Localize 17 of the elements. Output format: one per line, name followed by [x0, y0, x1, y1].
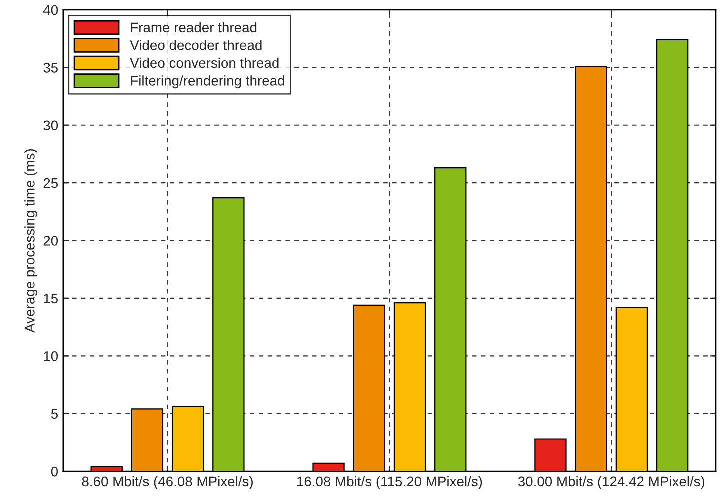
- legend-label: Filtering/rendering thread: [131, 76, 284, 89]
- x-tick-label: 16.08 Mbit/s (115.20 MPixel/s): [297, 476, 482, 490]
- y-tick-label: 40: [43, 5, 58, 16]
- y-tick-label: 15: [44, 294, 58, 304]
- x-tick-label: 8.60 Mbit/s (46.08 MPixel/s): [82, 476, 253, 490]
- legend-label: Video decoder thread: [130, 40, 262, 50]
- x-tick-label: 30.00 Mbit/s (124.42 MPixel/s): [518, 476, 705, 490]
- legend-label: Video conversion thread: [130, 58, 279, 68]
- y-axis-title: Average processing time (ms): [24, 150, 38, 333]
- legend-label: Frame reader thread: [131, 22, 257, 33]
- y-tick-label: 10: [44, 351, 58, 362]
- y-tick-label: 5: [51, 409, 58, 420]
- y-tick-label: 35: [44, 63, 58, 73]
- y-tick-label: 20: [44, 236, 58, 246]
- y-tick-label: 25: [44, 178, 58, 188]
- y-tick-label: 0: [51, 466, 58, 477]
- y-tick-label: 30: [44, 120, 58, 131]
